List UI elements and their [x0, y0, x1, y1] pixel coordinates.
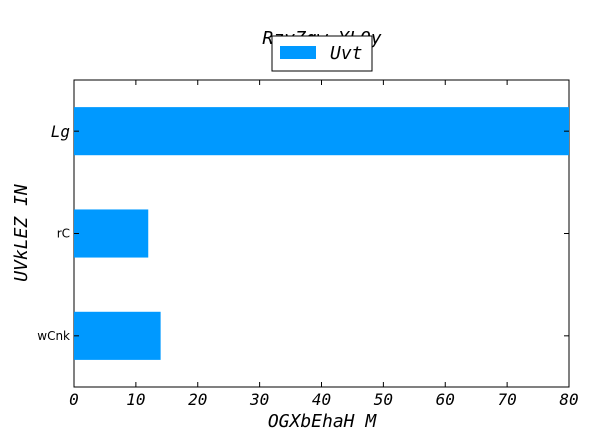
legend-label: Uvt: [330, 43, 363, 64]
y-tick-label: rC: [57, 227, 70, 241]
legend-swatch: [280, 46, 316, 59]
x-tick-label: 40: [312, 390, 331, 409]
x-tick-label: 50: [374, 390, 393, 409]
x-tick-label: 0: [69, 390, 79, 409]
x-tick-label: 30: [249, 390, 269, 409]
bars-group: [74, 107, 569, 360]
bar-wCnk: [74, 311, 161, 360]
x-tick-label: 80: [559, 390, 578, 409]
x-tick-label: 60: [436, 390, 455, 409]
x-axis-label: OGXbEhaH M: [268, 411, 378, 432]
bar-Lg: [74, 107, 569, 156]
y-axis-label: UVkLEZ IN: [11, 184, 32, 282]
y-tick-label: Lg: [51, 122, 70, 141]
y-axis-ticks: wCnk rC Lg: [37, 122, 569, 343]
y-tick-label: wCnk: [37, 329, 70, 343]
bar-rC: [74, 209, 149, 258]
x-axis-ticks: 0 10 20 30 40 50 60 70 80: [69, 80, 579, 409]
legend: Uvt: [271, 35, 373, 72]
x-tick-label: 10: [126, 390, 145, 409]
x-tick-label: 20: [188, 390, 207, 409]
x-tick-label: 70: [497, 390, 516, 409]
